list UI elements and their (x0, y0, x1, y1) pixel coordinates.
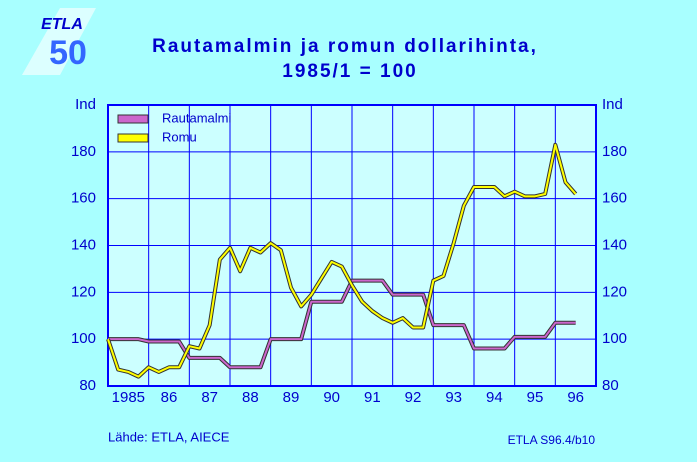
legend-swatch (117, 114, 149, 124)
y2-tick-label: 180 (602, 143, 627, 160)
legend-label: Rautamalmi (162, 110, 231, 125)
legend-swatch (117, 133, 149, 143)
logo-shape (22, 8, 96, 75)
y2-tick-label: 100 (602, 330, 627, 347)
y-tick-label: 140 (71, 236, 96, 253)
y2-tick-label: Ind (602, 96, 623, 113)
x-tick-label: 88 (242, 389, 259, 406)
y2-tick-label: 140 (602, 236, 627, 253)
y-tick-label: 80 (79, 377, 96, 394)
code: ETLA S96.4/b10 (508, 433, 596, 447)
logo-number: 50 (49, 34, 87, 72)
chart-subtitle: 1985/1 = 100 (282, 61, 417, 82)
source: Lähde: ETLA, AIECE (108, 429, 230, 444)
legend-label: Romu (162, 129, 197, 144)
x-tick-label: 96 (567, 389, 584, 406)
y2-tick-label: 120 (602, 283, 627, 300)
logo-text: ETLA (41, 16, 83, 33)
y-tick-label: Ind (75, 96, 96, 113)
x-tick-label: 89 (283, 389, 300, 406)
x-tick-label: 87 (201, 389, 218, 406)
plot-border (107, 104, 597, 387)
x-tick-label: 86 (161, 389, 178, 406)
x-tick-label: 95 (527, 389, 544, 406)
x-tick-label: 93 (445, 389, 462, 406)
x-tick-label: 92 (405, 389, 422, 406)
y-tick-label: 180 (71, 143, 96, 160)
y2-tick-label: 160 (602, 190, 627, 207)
chart-title: Rautamalmin ja romun dollarihinta, (152, 36, 538, 57)
y-tick-label: 160 (71, 190, 96, 207)
y-tick-label: 100 (71, 330, 96, 347)
x-tick-label: 90 (323, 389, 340, 406)
x-tick-label: 94 (486, 389, 503, 406)
y-tick-label: 120 (71, 283, 96, 300)
x-tick-label: 91 (364, 389, 381, 406)
y2-tick-label: 80 (602, 377, 619, 394)
x-tick-label: 1985 (112, 389, 145, 406)
line (107, 143, 577, 378)
